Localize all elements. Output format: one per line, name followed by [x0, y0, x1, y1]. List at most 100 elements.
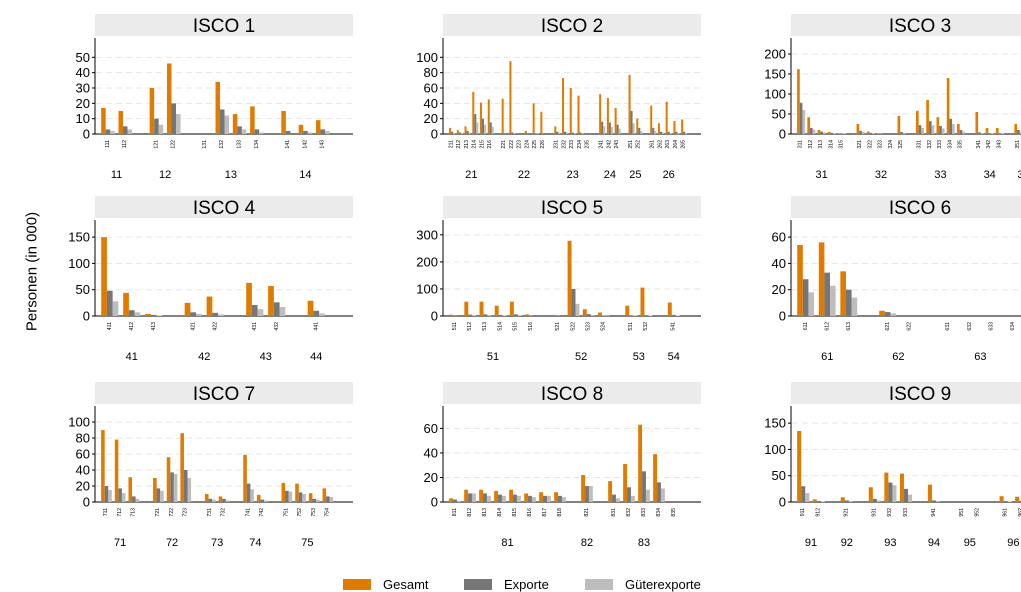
bar-251-gesamt	[628, 74, 631, 134]
bar-241-exporte	[601, 121, 604, 134]
bar-751-exporte	[285, 490, 289, 502]
bar-133-gesamt	[232, 114, 238, 134]
category-label: 815	[512, 508, 518, 517]
bar-342-exporte	[988, 133, 992, 134]
bar-343-exporte	[998, 133, 1002, 134]
bar-263-gesamt	[665, 101, 668, 134]
bar-212-exporte	[458, 132, 461, 134]
bar-311-gesamt	[797, 69, 800, 134]
category-label: 421	[190, 322, 196, 331]
category-label: 541	[671, 322, 677, 331]
category-label: 532	[643, 322, 649, 331]
category-label: 342	[986, 140, 992, 149]
bar-234-güterexporte	[581, 133, 584, 134]
category-label: 731	[207, 508, 213, 517]
category-label: 412	[129, 322, 135, 331]
bar-613-exporte	[845, 289, 852, 316]
bar-941-gesamt	[927, 484, 932, 502]
y-tick-label: 40	[76, 463, 90, 478]
bar-818-güterexporte	[561, 497, 566, 502]
category-label: 142	[302, 140, 308, 149]
category-label: 312	[808, 140, 814, 149]
y-tick-label: 40	[76, 65, 90, 80]
y-tick-label: 40	[424, 96, 438, 111]
bar-261-exporte	[652, 127, 655, 134]
bar-531-gesamt	[625, 305, 630, 316]
panel-title: ISCO 7	[193, 384, 255, 405]
bar-711-gesamt	[101, 430, 105, 502]
bar-224-exporte	[526, 133, 529, 134]
category-label: 265	[681, 140, 687, 149]
bar-112-gesamt	[118, 111, 124, 134]
bar-911-güterexporte	[805, 493, 810, 502]
bar-143-exporte	[320, 129, 325, 134]
group-label: 43	[260, 351, 272, 363]
bar-321-güterexporte	[861, 132, 865, 134]
bar-523-gesamt	[582, 309, 587, 316]
bar-752-güterexporte	[302, 494, 306, 502]
category-label: 523	[585, 322, 591, 331]
category-label: 131	[202, 140, 208, 149]
bar-812-güterexporte	[471, 493, 476, 502]
bar-243-gesamt	[614, 107, 617, 134]
y-tick-label: 100	[416, 281, 438, 296]
bar-751-güterexporte	[288, 491, 293, 502]
category-label: 811	[452, 508, 458, 516]
bar-931-exporte	[872, 498, 877, 502]
bar-243-exporte	[616, 124, 619, 134]
bar-713-güterexporte	[135, 498, 140, 502]
bar-225-güterexporte	[536, 133, 539, 134]
category-label: 221	[501, 140, 507, 149]
category-label: 222	[509, 140, 515, 149]
bar-741-güterexporte	[250, 489, 254, 502]
bar-741-exporte	[246, 483, 251, 502]
group-label: 81	[501, 537, 513, 549]
bar-712-gesamt	[114, 439, 119, 502]
bar-722-güterexporte	[173, 474, 178, 502]
bar-233-güterexporte	[573, 133, 576, 134]
category-label: 331	[917, 140, 923, 149]
panel-title-bar	[791, 14, 1021, 36]
bar-221-exporte	[503, 133, 506, 134]
bar-821-gesamt	[581, 475, 586, 502]
category-label: 813	[482, 508, 488, 517]
bar-211-gesamt	[449, 127, 452, 134]
bar-421-gesamt	[184, 302, 191, 316]
bar-711-güterexporte	[108, 490, 112, 502]
category-label: 941	[931, 508, 937, 517]
category-label: 252	[636, 140, 642, 149]
bar-834-güterexporte	[660, 488, 665, 502]
bar-413-exporte	[150, 314, 157, 316]
bar-817-güterexporte	[546, 495, 551, 502]
bar-252-güterexporte	[640, 130, 643, 134]
category-label: 263	[665, 140, 671, 149]
category-label: 524	[601, 322, 607, 331]
bar-222-güterexporte	[513, 133, 516, 134]
group-label: 82	[581, 537, 593, 549]
bar-314-güterexporte	[833, 133, 836, 134]
group-label: 25	[629, 169, 641, 181]
bar-261-güterexporte	[654, 130, 657, 134]
bar-723-gesamt	[180, 433, 184, 502]
y-axis-label: Personen (in 000)	[23, 211, 41, 332]
bar-242-gesamt	[606, 97, 609, 134]
category-label: 431	[252, 322, 258, 331]
category-label: 232	[561, 140, 567, 149]
bar-251-exporte	[630, 111, 633, 134]
category-label: 413	[151, 322, 157, 331]
bar-514-güterexporte	[502, 315, 507, 316]
y-tick-label: 0	[431, 309, 438, 324]
bar-341-gesamt	[975, 112, 979, 134]
category-label: 262	[657, 140, 663, 149]
bar-814-gesamt	[494, 490, 499, 502]
bar-815-exporte	[513, 494, 517, 502]
bar-216-gesamt	[487, 99, 490, 134]
bar-252-gesamt	[636, 118, 639, 134]
bar-215-gesamt	[480, 102, 483, 134]
bar-412-gesamt	[123, 292, 129, 316]
bar-832-gesamt	[623, 463, 628, 502]
group-label: 91	[805, 537, 817, 549]
bar-122-güterexporte	[176, 114, 181, 134]
y-tick-label: 50	[76, 50, 90, 65]
bar-752-gesamt	[295, 483, 299, 502]
